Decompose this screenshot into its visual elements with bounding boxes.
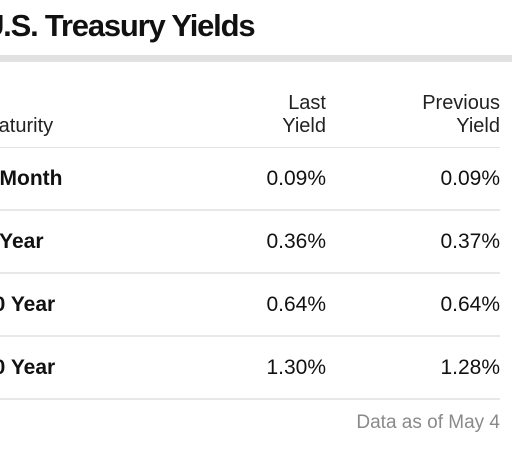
column-header-maturity: Maturity	[0, 92, 170, 148]
previous-yield-cell: 0.37%	[326, 210, 500, 274]
last-yield-cell: 0.09%	[170, 147, 326, 211]
column-header-previous-yield: Previous Yield	[326, 92, 500, 148]
last-yield-cell: 0.36%	[170, 210, 326, 274]
column-header-previous-yield-line2: Yield	[456, 115, 500, 137]
table-header-row: Maturity Last Yield Previous Yield	[0, 92, 500, 148]
title-divider	[0, 55, 512, 62]
yields-table: Maturity Last Yield Previous Yield 1 Mon…	[0, 92, 500, 400]
table-row: 2 Year 0.36% 0.37%	[0, 210, 500, 274]
previous-yield-cell: 1.28%	[326, 336, 500, 400]
data-date-footnote: Data as of May 4	[356, 412, 500, 433]
column-header-last-yield-line1: Last	[288, 92, 326, 114]
maturity-cell: 1 Month	[0, 147, 170, 211]
last-yield-cell: 1.30%	[170, 336, 326, 400]
widget-title: U.S. Treasury Yields	[0, 8, 256, 43]
column-header-last-yield: Last Yield	[170, 92, 326, 148]
previous-yield-cell: 0.09%	[326, 147, 500, 211]
previous-yield-cell: 0.64%	[326, 273, 500, 337]
table-row: 30 Year 1.30% 1.28%	[0, 336, 500, 400]
maturity-cell: 30 Year	[0, 336, 170, 400]
column-header-previous-yield-line1: Previous	[422, 92, 500, 114]
maturity-cell: 10 Year	[0, 273, 170, 337]
last-yield-cell: 0.64%	[170, 273, 326, 337]
column-header-maturity-label: Maturity	[0, 115, 54, 137]
table-row: 10 Year 0.64% 0.64%	[0, 273, 500, 337]
column-header-last-yield-line2: Yield	[282, 115, 326, 137]
maturity-cell: 2 Year	[0, 210, 170, 274]
table-row: 1 Month 0.09% 0.09%	[0, 147, 500, 211]
